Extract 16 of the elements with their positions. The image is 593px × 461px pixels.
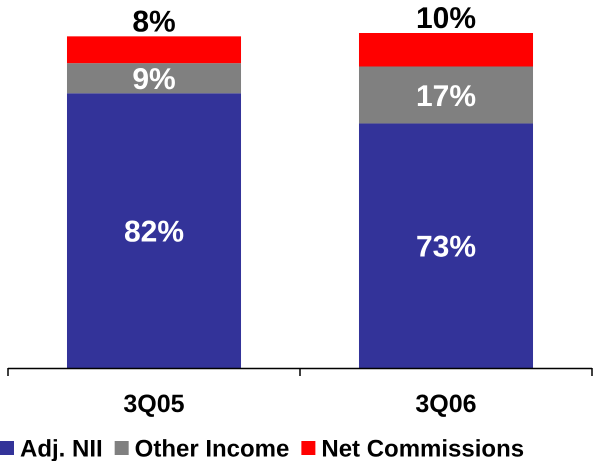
bar xyxy=(66,63,242,94)
data-label: 73% xyxy=(416,230,476,264)
data-label: 10% xyxy=(416,2,476,35)
data-label: 17% xyxy=(416,80,476,113)
bar xyxy=(358,33,534,66)
legend-label: Other Income xyxy=(134,436,290,461)
legend-label: Net Commissions xyxy=(321,436,524,461)
x-tick-label: 3Q06 xyxy=(415,390,477,418)
bar xyxy=(358,123,534,368)
x-tick-label: 3Q05 xyxy=(123,390,185,418)
bar xyxy=(358,66,534,124)
data-label: 82% xyxy=(124,215,184,248)
data-label: 8% xyxy=(132,5,176,38)
bar xyxy=(66,93,242,368)
bar xyxy=(66,36,242,64)
data-label: 9% xyxy=(132,63,176,96)
